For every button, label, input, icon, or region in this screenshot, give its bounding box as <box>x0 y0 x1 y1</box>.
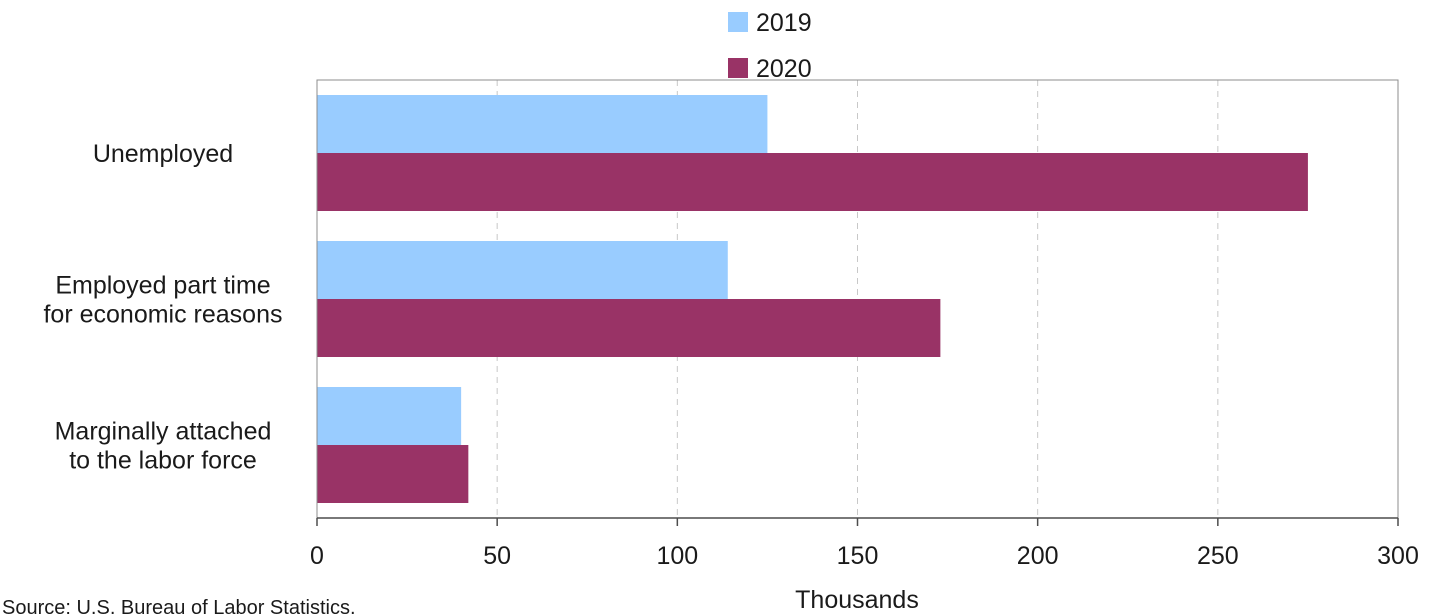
x-tick-label: 0 <box>310 542 324 570</box>
x-tick-label: 250 <box>1197 542 1239 570</box>
axis-layer <box>316 79 1399 526</box>
x-axis-title: Thousands <box>795 586 919 614</box>
bar-2020 <box>317 299 941 357</box>
bar-2019 <box>317 241 728 299</box>
grid-layer <box>496 80 1219 518</box>
x-tick-label: 100 <box>656 542 698 570</box>
bars-layer <box>317 95 1308 503</box>
legend-label-2019: 2019 <box>756 9 812 37</box>
x-tick-label: 150 <box>837 542 879 570</box>
legend-swatch-2020 <box>728 58 748 78</box>
x-tick-label: 200 <box>1017 542 1059 570</box>
x-tick-label: 50 <box>483 542 511 570</box>
x-tick-label: 300 <box>1377 542 1419 570</box>
category-label: Unemployed <box>93 140 233 168</box>
legend-swatch-2019 <box>728 12 748 32</box>
category-label: Marginally attached to the labor force <box>55 418 272 475</box>
legend-label-2020: 2020 <box>756 55 812 83</box>
bar-2019 <box>317 387 462 445</box>
labels-layer: Unemployed Employed part time for economic… <box>43 140 1418 570</box>
bar-2020 <box>317 445 469 503</box>
bar-2019 <box>317 95 768 153</box>
category-label: Employed part time for economic reasons <box>43 272 282 329</box>
source-note: Source: U.S. Bureau of Labor Statistics. <box>2 597 356 614</box>
legend: 2019 2020 <box>728 9 812 83</box>
bar-2020 <box>317 153 1308 211</box>
